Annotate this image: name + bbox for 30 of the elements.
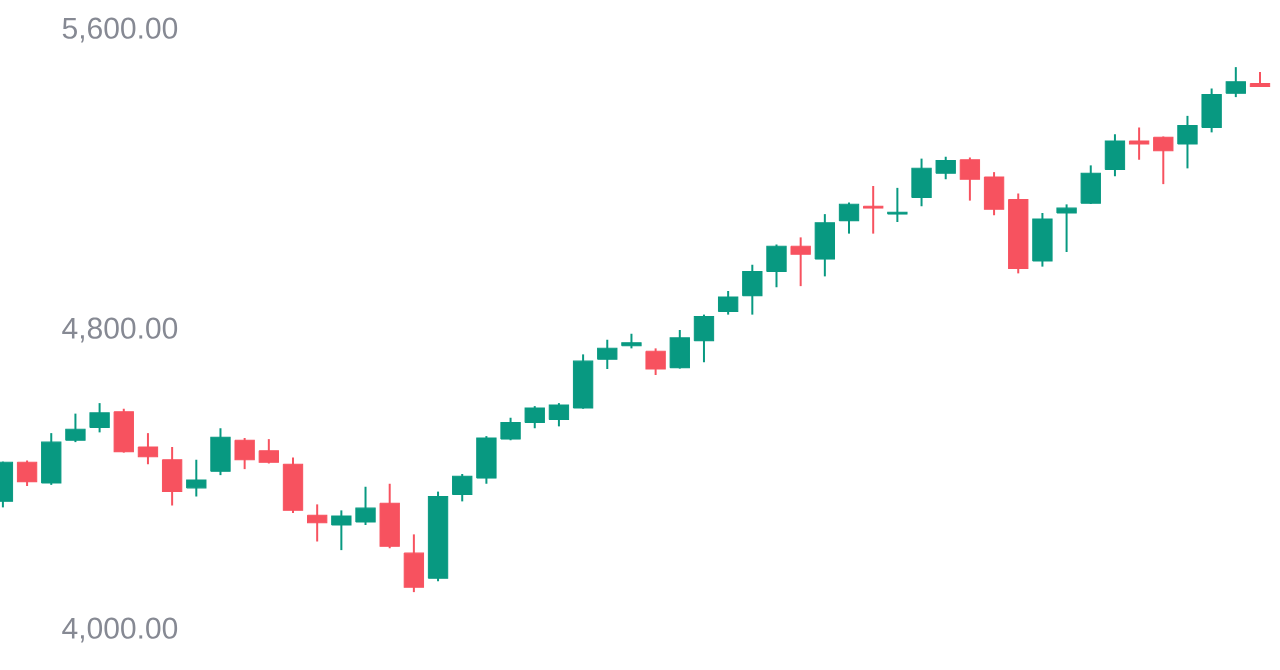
candlestick xyxy=(355,485,376,526)
candlestick xyxy=(935,155,956,181)
candlestick xyxy=(790,236,811,288)
candlestick xyxy=(234,437,255,471)
candlestick xyxy=(597,338,618,370)
candlestick xyxy=(887,186,908,223)
candlestick xyxy=(1128,126,1150,161)
y-tick-label: 4,000.00 xyxy=(62,617,178,643)
candlestick xyxy=(838,201,860,235)
candlestick xyxy=(717,290,739,316)
candlestick xyxy=(1177,114,1198,170)
candlestick xyxy=(645,347,666,376)
candlestick xyxy=(307,503,328,543)
candlestick xyxy=(1153,135,1174,186)
candlestick xyxy=(863,184,884,235)
candlestick xyxy=(331,509,352,552)
candlestick xyxy=(65,412,86,444)
candlestick xyxy=(1056,203,1077,253)
candlestick xyxy=(186,458,207,498)
candlestick xyxy=(1225,66,1246,99)
candlestick xyxy=(258,438,279,465)
candlestick xyxy=(89,402,110,434)
y-tick-label: 5,600.00 xyxy=(62,17,178,43)
candlestick xyxy=(959,156,981,202)
candlestick xyxy=(452,473,473,503)
y-tick-label: 4,800.00 xyxy=(62,317,178,343)
candlestick xyxy=(137,432,159,466)
candlestick xyxy=(16,459,38,487)
candlestick xyxy=(524,405,545,430)
candlestick xyxy=(548,402,570,428)
